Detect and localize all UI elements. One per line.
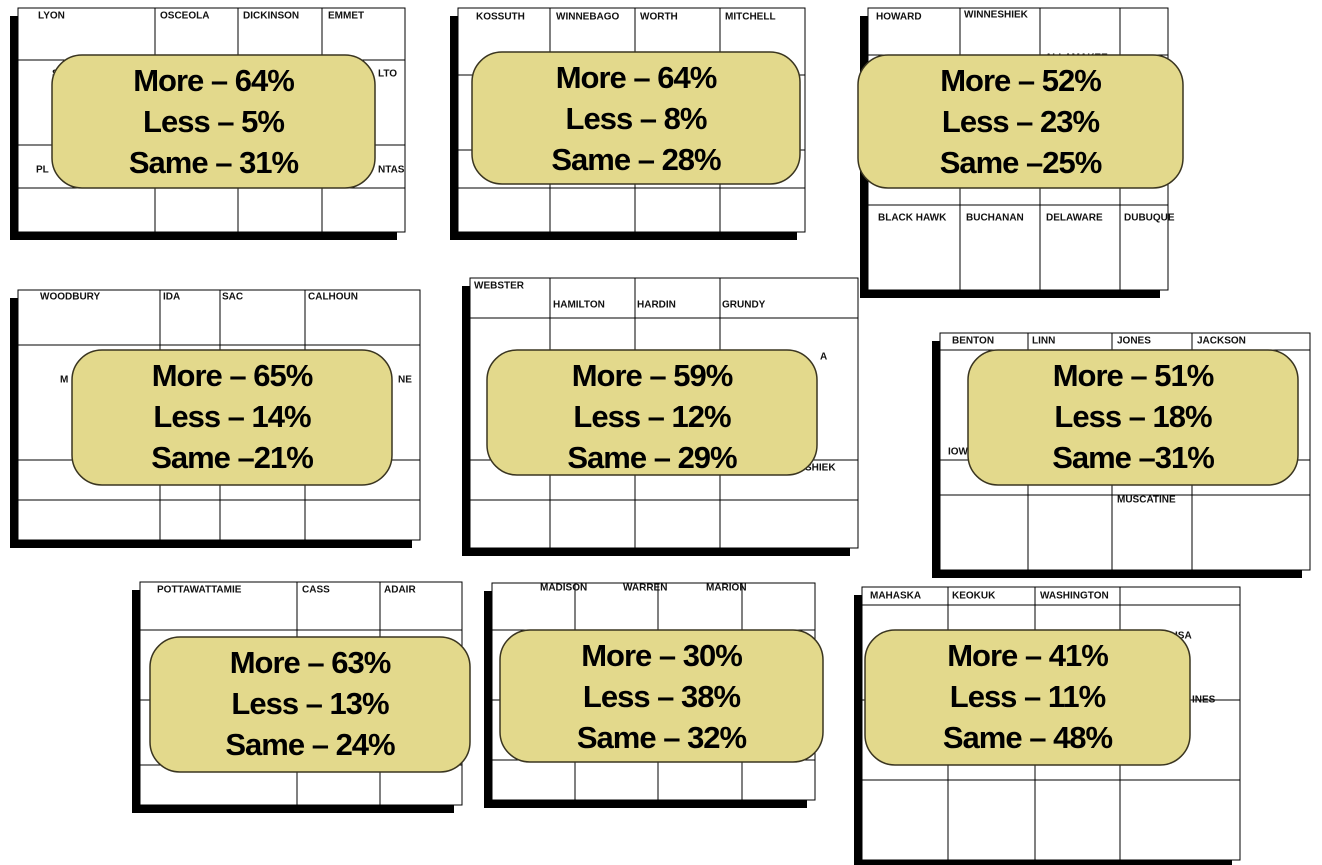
county-label: CASS [302, 585, 330, 596]
county-label: HAMILTON [553, 300, 605, 311]
survey-result: Same –25% [940, 145, 1102, 180]
county-label: SHIEK [805, 463, 836, 474]
county-label: LINN [1032, 336, 1055, 347]
county-label: OSCEOLA [160, 11, 209, 22]
survey-result: More – 30% [581, 638, 742, 673]
survey-result: Less – 38% [583, 679, 741, 714]
region-panel: MAHASKA KEOKUK WASHINGTON ISA INES More – 41%… [854, 586, 1241, 865]
county-label: MADISON [540, 583, 587, 594]
county-label: MARION [706, 583, 747, 594]
county-label: MAHASKA [870, 591, 921, 602]
county-label: WINNEBAGO [556, 12, 620, 23]
county-label: LTO [378, 69, 397, 80]
survey-result: Same – 29% [567, 440, 737, 475]
county-label: IDA [163, 292, 180, 303]
callout-box [71, 349, 393, 486]
region-panel: BENTON LINN JONES JACKSON IOW MUSCATINE More –… [932, 332, 1311, 578]
county-label: HARDIN [637, 300, 676, 311]
region-panel: POTTAWATTAMIE CASS ADAIR More – 63% Less – 1… [132, 581, 471, 813]
county-label: WOODBURY [40, 292, 101, 303]
survey-result: Less – 14% [153, 399, 311, 434]
survey-result: Same – 24% [225, 727, 395, 762]
county-label: SAC [222, 292, 243, 303]
survey-result: Less – 12% [573, 399, 731, 434]
county-label: ADAIR [384, 585, 416, 596]
region-panel: KOSSUTH WINNEBAGO WORTH MITCHELL More – 64% L… [450, 7, 806, 240]
survey-result: Same – 28% [551, 142, 721, 177]
county-label: NE [398, 375, 412, 386]
survey-result: More – 51% [1053, 358, 1214, 393]
county-label: JACKSON [1197, 336, 1246, 347]
county-label: KEOKUK [952, 591, 996, 602]
county-label: NTAS [378, 165, 405, 176]
survey-result: More – 64% [133, 63, 294, 98]
survey-result: More – 64% [556, 60, 717, 95]
region-panel: WOODBURY IDA SAC CALHOUN M NE More – 65% Less –… [10, 289, 421, 548]
survey-result: Less – 11% [950, 679, 1106, 714]
survey-result: Less – 13% [231, 686, 389, 721]
survey-result: Same –21% [151, 440, 313, 475]
county-label: EMMET [328, 11, 364, 22]
callout-box [499, 629, 824, 763]
callout-box [857, 54, 1184, 189]
survey-result: More – 59% [572, 358, 733, 393]
region-panel: WEBSTER HAMILTON HARDIN GRUNDY A SHIEK More – … [462, 277, 859, 556]
county-label: CALHOUN [308, 292, 358, 303]
county-label: DUBUQUE [1124, 213, 1175, 224]
county-label: JONES [1117, 336, 1151, 347]
county-label: WASHINGTON [1040, 591, 1109, 602]
survey-result: More – 65% [152, 358, 313, 393]
survey-result: Less – 5% [143, 104, 284, 139]
callout-box [51, 54, 376, 189]
county-label: DELAWARE [1046, 213, 1103, 224]
survey-result: More – 41% [947, 638, 1108, 673]
survey-result: Less – 23% [942, 104, 1100, 139]
county-label: LYON [38, 11, 65, 22]
county-label: M [60, 375, 68, 386]
callout-box [471, 51, 801, 185]
survey-result: Same –31% [1052, 440, 1214, 475]
survey-result: Same – 31% [129, 145, 299, 180]
callout-box [967, 349, 1299, 486]
survey-result: Less – 18% [1054, 399, 1212, 434]
callout-box [486, 349, 818, 476]
survey-result: Same – 48% [943, 720, 1113, 755]
county-label: WEBSTER [474, 281, 525, 292]
county-label: PL [36, 165, 49, 176]
county-label: MITCHELL [725, 12, 776, 23]
county-label: POTTAWATTAMIE [157, 585, 242, 596]
county-label: GRUNDY [722, 300, 766, 311]
county-label: DICKINSON [243, 11, 299, 22]
county-label: ISA [1175, 631, 1192, 642]
survey-result: More – 52% [940, 63, 1101, 98]
region-panel: HOWARDWINNESHIEKALLAMAKEEBLACK HAWKBUCHA… [857, 7, 1184, 298]
county-label: WARREN [623, 583, 667, 594]
survey-result: Less – 8% [566, 101, 707, 136]
county-label: HOWARD [876, 12, 922, 23]
region-panel: LYONOSCEOLADICKINSONEMMETSLTOPLNTASMore … [10, 7, 406, 240]
county-label: A [820, 352, 827, 363]
callout-box [149, 636, 471, 773]
survey-result: Same – 32% [577, 720, 747, 755]
county-label: BENTON [952, 336, 994, 347]
county-label: KOSSUTH [476, 12, 525, 23]
county-label: WINNESHIEK [964, 10, 1029, 21]
county-label: INES [1192, 695, 1216, 706]
callout-box [864, 629, 1191, 766]
county-label: BLACK HAWK [878, 213, 947, 224]
region-panel: MADISON WARREN MARION More – 30% Less – 38% S… [484, 582, 824, 808]
county-label: BUCHANAN [966, 213, 1024, 224]
county-label: MUSCATINE [1117, 495, 1176, 506]
county-label: IOW [948, 447, 969, 458]
county-label: WORTH [640, 12, 678, 23]
survey-result: More – 63% [230, 645, 391, 680]
